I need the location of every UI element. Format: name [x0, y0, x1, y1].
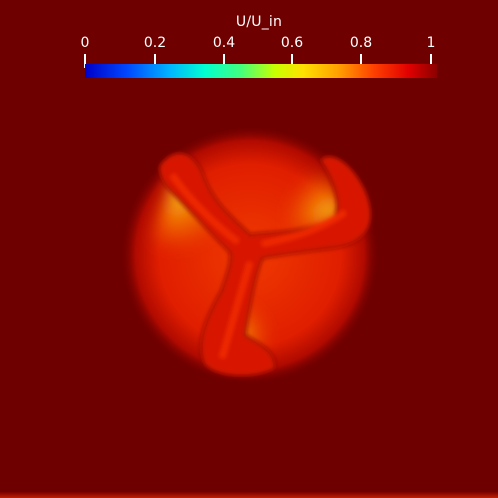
colorbar-tick-label: 0.6 — [280, 35, 304, 51]
colorbar-tick-label: 0.2 — [143, 35, 167, 51]
colorbar-tick-mark — [154, 54, 156, 68]
colorbar-gradient — [85, 64, 437, 78]
bottom-edge-strip — [0, 492, 498, 498]
blade-3-ridge — [219, 261, 253, 359]
colorbar-tick-label: 0.8 — [349, 35, 373, 51]
colorbar-tick-mark — [84, 54, 86, 68]
colorbar-tick-mark — [360, 54, 362, 68]
blade-assembly — [158, 152, 372, 377]
colorbar-legend: U/U_in 0 0.2 0.4 0.6 0.8 1 — [0, 0, 498, 90]
colorbar-title: U/U_in — [235, 14, 283, 30]
blade-1-ridge — [169, 173, 240, 245]
rotor-blades — [158, 152, 372, 377]
colorbar-tick-mark — [291, 54, 293, 68]
blade-2-ridge — [261, 209, 347, 247]
colorbar-tick-mark — [223, 54, 225, 68]
colorbar-tick-label: 0.4 — [212, 35, 236, 51]
colorbar-tick-mark — [430, 54, 432, 68]
wake-highlight-1 — [150, 170, 240, 330]
colorbar-tick-label: 1 — [426, 35, 436, 51]
colorbar-tick-label: 0 — [80, 35, 90, 51]
